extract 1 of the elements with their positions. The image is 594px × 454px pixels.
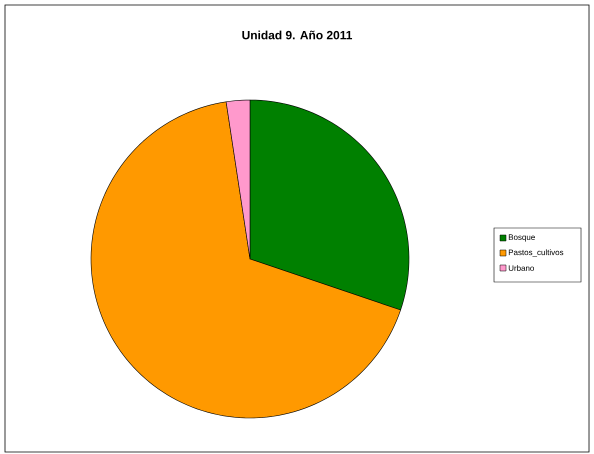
chart-title: Unidad 9. Año 2011 xyxy=(242,30,352,40)
